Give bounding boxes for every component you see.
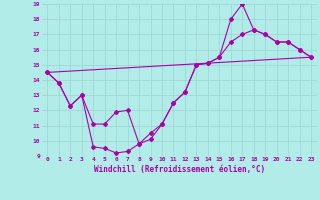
X-axis label: Windchill (Refroidissement éolien,°C): Windchill (Refroidissement éolien,°C) xyxy=(94,165,265,174)
